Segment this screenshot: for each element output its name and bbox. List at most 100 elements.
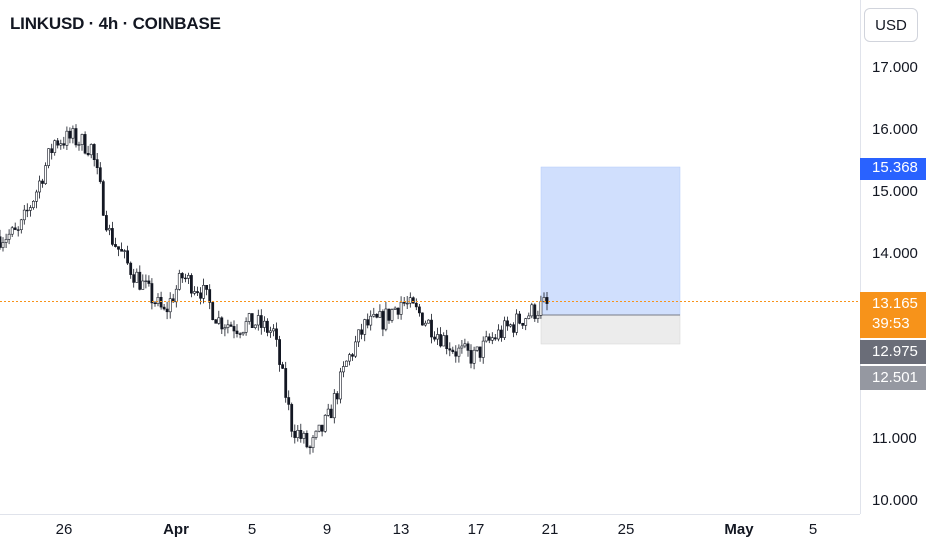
candle-body [363, 319, 367, 335]
candle-body [527, 315, 531, 319]
candle-body [372, 313, 376, 317]
candle-body [232, 326, 236, 332]
candle-body [83, 134, 87, 154]
candle-body [296, 429, 300, 438]
candle-body [41, 180, 44, 184]
candle-body [512, 324, 516, 333]
candle-body [187, 275, 190, 279]
candle-body [147, 280, 151, 284]
candle-body [71, 128, 75, 139]
candle-body [323, 414, 327, 432]
candle-body [472, 349, 476, 364]
x-tick-label: 21 [541, 521, 559, 538]
candle-body [214, 319, 218, 324]
candle-body [423, 322, 427, 326]
candle-body [22, 209, 26, 221]
candle-body [481, 340, 485, 358]
candle-body [111, 228, 114, 245]
candle-body [314, 430, 318, 438]
candle-body [463, 343, 467, 347]
candle-body [156, 296, 160, 304]
candle-body [399, 301, 403, 315]
candle-body [269, 330, 272, 333]
candle-body [411, 297, 415, 304]
candle-body [278, 339, 282, 365]
candle-body [38, 180, 41, 193]
candle-body [259, 315, 263, 328]
candle-body [217, 317, 221, 324]
candle-body [235, 330, 239, 335]
current-price-value: 13.165 [872, 295, 918, 312]
candle-body [515, 313, 519, 333]
candle-body [123, 250, 127, 252]
x-tick-label: 17 [467, 521, 485, 538]
y-tick-label: 16.000 [872, 121, 918, 138]
candle-body [542, 297, 546, 302]
candle-body [378, 311, 382, 318]
candle-body [396, 307, 400, 315]
candle-body [7, 233, 11, 240]
candle-body [223, 327, 227, 330]
candle-body [98, 167, 102, 182]
candle-body [341, 366, 345, 373]
stop-zone[interactable] [540, 314, 681, 345]
candle-body [533, 304, 537, 319]
candle-body [381, 311, 385, 330]
candle-body [475, 346, 479, 351]
candle-body [144, 280, 148, 282]
candle-body [153, 302, 157, 304]
candle-body [430, 319, 433, 338]
candle-body [132, 274, 136, 283]
stop-price-value: 12.501 [872, 369, 918, 386]
y-tick-label: 17.000 [872, 59, 918, 76]
candle-body [141, 280, 145, 290]
candle-body [10, 227, 14, 235]
candle-body [466, 343, 470, 351]
candle-body [442, 335, 446, 347]
candle-body [229, 324, 233, 327]
candle-body [351, 354, 354, 357]
symbol-title[interactable]: LINKUSD · 4h · COINBASE [10, 14, 221, 33]
entry-price-value: 12.975 [872, 343, 918, 360]
y-tick-label: 14.000 [872, 245, 918, 262]
candle-body [272, 328, 275, 332]
candle-body [390, 309, 394, 321]
candle-body [86, 153, 90, 156]
bar-countdown: 39:53 [872, 315, 910, 332]
candle-body [0, 236, 2, 248]
candle-body [302, 432, 306, 439]
candle-body [193, 291, 196, 294]
candle-body [509, 324, 512, 327]
candle-body [338, 371, 342, 400]
target-price-value: 15.368 [872, 159, 918, 176]
candle-body [320, 424, 324, 432]
candle-body [238, 333, 242, 335]
candle-body [420, 312, 424, 326]
candle-body [250, 313, 254, 328]
candle-body [95, 159, 99, 169]
candle-body [65, 130, 69, 146]
candle-body [493, 337, 497, 340]
candle-body [196, 291, 199, 294]
candlestick-series [0, 124, 549, 455]
target-zone[interactable] [540, 166, 681, 316]
candle-body [56, 140, 60, 146]
candle-body [503, 320, 506, 338]
candle-body [332, 393, 336, 419]
candle-body [126, 250, 130, 264]
candle-body [135, 271, 139, 283]
currency-button[interactable]: USD [864, 8, 918, 42]
candle-body [484, 336, 488, 342]
candle-body [4, 239, 8, 243]
x-tick-label: 9 [322, 521, 332, 538]
candle-body [162, 306, 166, 310]
candle-body [490, 337, 494, 341]
candle-body [384, 308, 388, 330]
candle-body [165, 308, 169, 313]
candle-body [117, 246, 120, 250]
candle-body [211, 302, 215, 320]
candle-body [369, 315, 373, 326]
candle-body [28, 207, 32, 211]
candle-body [518, 313, 522, 324]
